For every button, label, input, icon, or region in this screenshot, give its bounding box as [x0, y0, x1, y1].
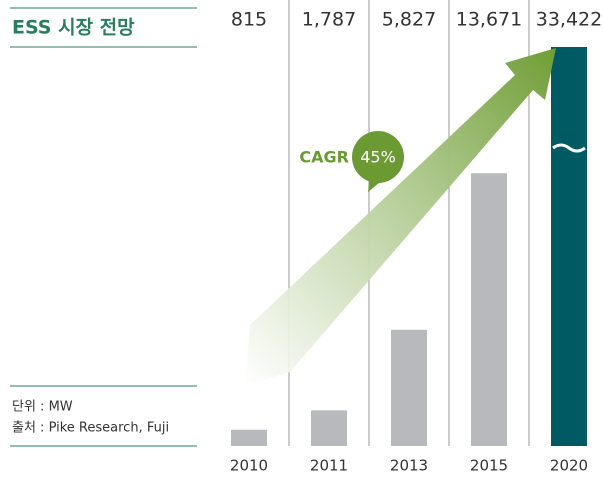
bar [391, 329, 427, 446]
x-tick-label: 2011 [310, 457, 348, 475]
value-label: 13,671 [456, 9, 522, 31]
bar [311, 410, 347, 446]
chart-title: ESS 시장 전망 [12, 17, 135, 39]
value-label: 815 [231, 9, 267, 31]
axis-break [552, 143, 586, 153]
bar [231, 429, 267, 446]
x-tick-label: 2015 [470, 457, 508, 475]
cagr-bubble [352, 131, 404, 183]
growth-arrow [245, 48, 556, 385]
x-tick-label: 2013 [390, 457, 428, 475]
cagr-value: 45% [360, 148, 396, 167]
source-note: 출처 : Pike Research, Fuji [12, 421, 169, 436]
unit-note: 단위 : MW [12, 400, 73, 415]
value-label: 33,422 [536, 9, 602, 31]
bar [551, 47, 587, 447]
cagr-label: CAGR [299, 148, 349, 167]
bar [471, 173, 507, 446]
x-tick-label: 2020 [550, 457, 588, 475]
value-label: 1,787 [302, 9, 356, 31]
x-tick-label: 2010 [230, 457, 268, 475]
value-label: 5,827 [382, 9, 436, 31]
